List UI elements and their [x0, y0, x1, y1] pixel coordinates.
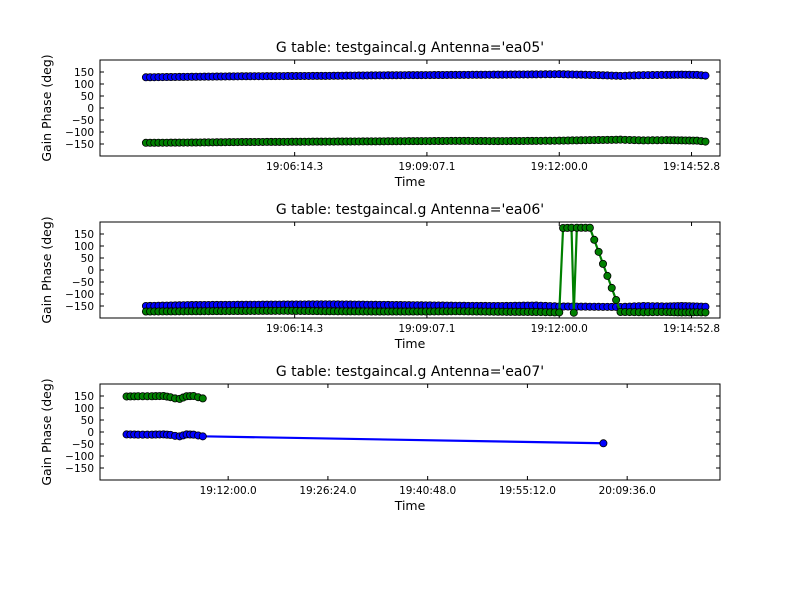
series-2	[122, 391, 207, 403]
y-tick-label: −150	[65, 139, 94, 151]
y-tick-label: 50	[81, 91, 94, 103]
y-tick-label: −100	[65, 289, 94, 301]
y-tick-label: 150	[74, 229, 94, 241]
y-tick-label: 150	[74, 391, 94, 403]
y-axis-label: Gain Phase (deg)	[39, 54, 54, 161]
x-tick-label: 19:55:12.0	[499, 485, 556, 497]
x-tick-label: 19:06:14.3	[266, 323, 323, 335]
y-tick-label: 0	[87, 103, 94, 115]
data-point	[701, 137, 710, 146]
series-2	[141, 135, 710, 147]
chart-title: G table: testgaincal.g Antenna='ea07'	[276, 364, 544, 380]
y-tick-label: 100	[74, 241, 94, 253]
y-tick-label: 100	[74, 79, 94, 91]
y-tick-label: −100	[65, 127, 94, 139]
data-point	[590, 235, 599, 244]
data-point	[585, 223, 594, 232]
y-tick-label: −150	[65, 463, 94, 475]
x-tick-label: 19:40:48.0	[399, 485, 456, 497]
y-tick-label: 50	[81, 253, 94, 265]
data-point	[198, 394, 207, 403]
y-axis-label: Gain Phase (deg)	[39, 216, 54, 323]
x-axis-label: Time	[394, 336, 426, 351]
series-1	[141, 300, 710, 311]
x-tick-label: 19:12:00.0	[531, 161, 588, 173]
data-point	[599, 439, 608, 448]
y-tick-label: 100	[74, 403, 94, 415]
y-tick-label: 150	[74, 67, 94, 79]
data-point	[607, 283, 616, 292]
data-point	[612, 295, 621, 304]
x-tick-label: 19:14:52.8	[663, 323, 720, 335]
chart-title: G table: testgaincal.g Antenna='ea06'	[276, 202, 544, 218]
data-point	[555, 308, 564, 317]
x-tick-label: 19:09:07.1	[398, 161, 455, 173]
y-tick-label: 50	[81, 415, 94, 427]
y-axis-label: Gain Phase (deg)	[39, 378, 54, 485]
data-point	[594, 247, 603, 256]
series-1	[122, 430, 608, 448]
x-tick-label: 19:26:24.0	[299, 485, 356, 497]
data-point	[198, 432, 207, 441]
data-point	[569, 308, 578, 317]
x-tick-label: 19:09:07.1	[398, 323, 455, 335]
y-tick-label: −100	[65, 451, 94, 463]
y-tick-label: −50	[72, 439, 94, 451]
series-1	[141, 70, 710, 82]
x-axis-label: Time	[394, 498, 426, 513]
subplot-2: G table: testgaincal.g Antenna='ea06' Tim…	[39, 202, 721, 351]
x-tick-label: 19:12:00.0	[200, 485, 257, 497]
x-tick-label: 19:14:52.8	[663, 161, 720, 173]
data-point	[701, 71, 710, 80]
y-tick-label: 0	[87, 427, 94, 439]
series-2	[141, 223, 710, 317]
y-tick-label: −50	[72, 277, 94, 289]
data-point	[701, 308, 710, 317]
y-tick-label: −150	[65, 301, 94, 313]
x-axis-label: Time	[394, 174, 426, 189]
x-tick-label: 19:06:14.3	[266, 161, 323, 173]
y-tick-label: −50	[72, 115, 94, 127]
data-point	[598, 259, 607, 268]
data-point	[603, 271, 612, 280]
x-tick-label: 19:12:00.0	[531, 323, 588, 335]
subplot-1: G table: testgaincal.g Antenna='ea05' Tim…	[39, 40, 721, 189]
y-tick-label: 0	[87, 265, 94, 277]
x-tick-label: 20:09:36.0	[599, 485, 656, 497]
subplot-3: G table: testgaincal.g Antenna='ea07' Tim…	[39, 364, 721, 513]
chart-title: G table: testgaincal.g Antenna='ea05'	[276, 40, 544, 56]
